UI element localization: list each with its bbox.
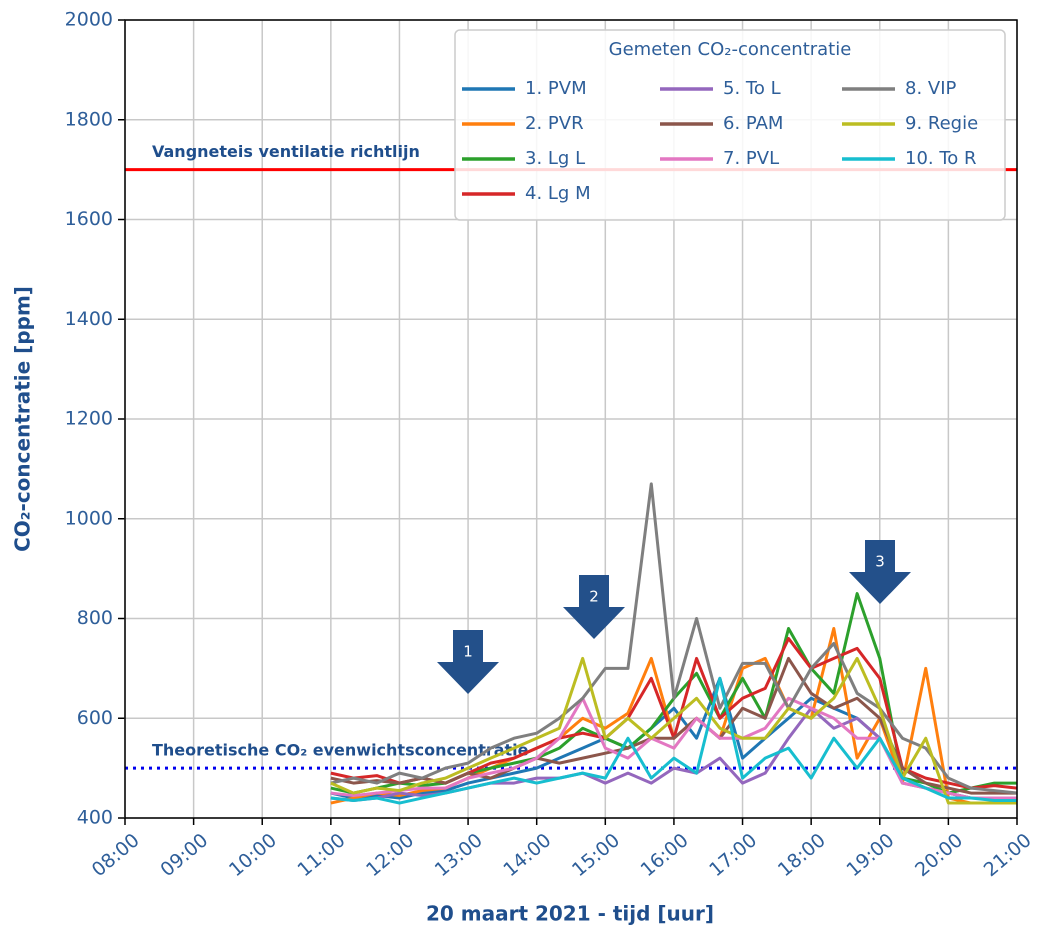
x-tick-label: 17:00 [705,829,761,881]
plot-frame [124,19,1018,819]
legend-label: 10. To R [905,148,977,169]
x-tick-label: 18:00 [774,829,830,881]
arrow [437,630,499,694]
x-tick-label: 10:00 [225,829,281,881]
x-tick-label: 11:00 [294,829,350,881]
x-tick-label: 16:00 [637,829,693,881]
legend-label: 9. Regie [905,113,978,134]
y-tick-label: 1200 [65,408,113,430]
y-tick-label: 800 [77,607,113,629]
legend-title: Gemeten CO₂-concentratie [609,39,852,60]
series-line [330,482,1018,795]
arrow-label: 3 [875,553,885,571]
y-tick-label: 1000 [65,507,113,529]
legend-box [454,29,1006,221]
y-tick-label: 1600 [65,208,113,230]
y-tick-label: 600 [77,707,113,729]
x-tick-label: 21:00 [980,829,1036,881]
legend-label: 3. Lg L [525,148,585,169]
x-tick-label: 08:00 [88,829,144,881]
x-tick-label: 09:00 [156,829,212,881]
x-tick-label: 15:00 [568,829,624,881]
legend-label: 1. PVM [525,78,587,99]
legend-label: 2. PVR [525,113,584,134]
legend-label: 6. PAM [723,113,783,134]
reference-label: Vangneteis ventilatie richtlijn [152,142,420,161]
arrow-label: 2 [589,588,599,606]
x-tick-label: 14:00 [499,829,555,881]
y-tick-label: 1400 [65,308,113,330]
legend-label: 5. To L [723,78,781,99]
x-tick-label: 19:00 [842,829,898,881]
arrow-label: 1 [463,643,473,661]
series-line [330,656,1017,795]
x-tick-label: 12:00 [362,829,418,881]
arrow [849,540,911,604]
x-tick-label: 13:00 [431,829,487,881]
y-tick-label: 400 [77,807,113,829]
legend-label: 4. Lg M [525,183,591,204]
legend-label: 7. PVL [723,148,779,169]
y-tick-label: 2000 [65,9,113,31]
x-axis-title: 20 maart 2021 - tijd [uur] [426,902,714,926]
series-line [330,676,1017,805]
y-tick-label: 1800 [65,108,113,130]
reference-label: Theoretische CO₂ evenwichtsconcentratie [152,741,529,760]
y-axis-title: CO₂-concentratie [ppm] [11,286,35,552]
series-line [330,696,1017,800]
arrow [563,575,625,639]
legend-label: 8. VIP [905,78,957,99]
x-tick-label: 20:00 [911,829,967,881]
